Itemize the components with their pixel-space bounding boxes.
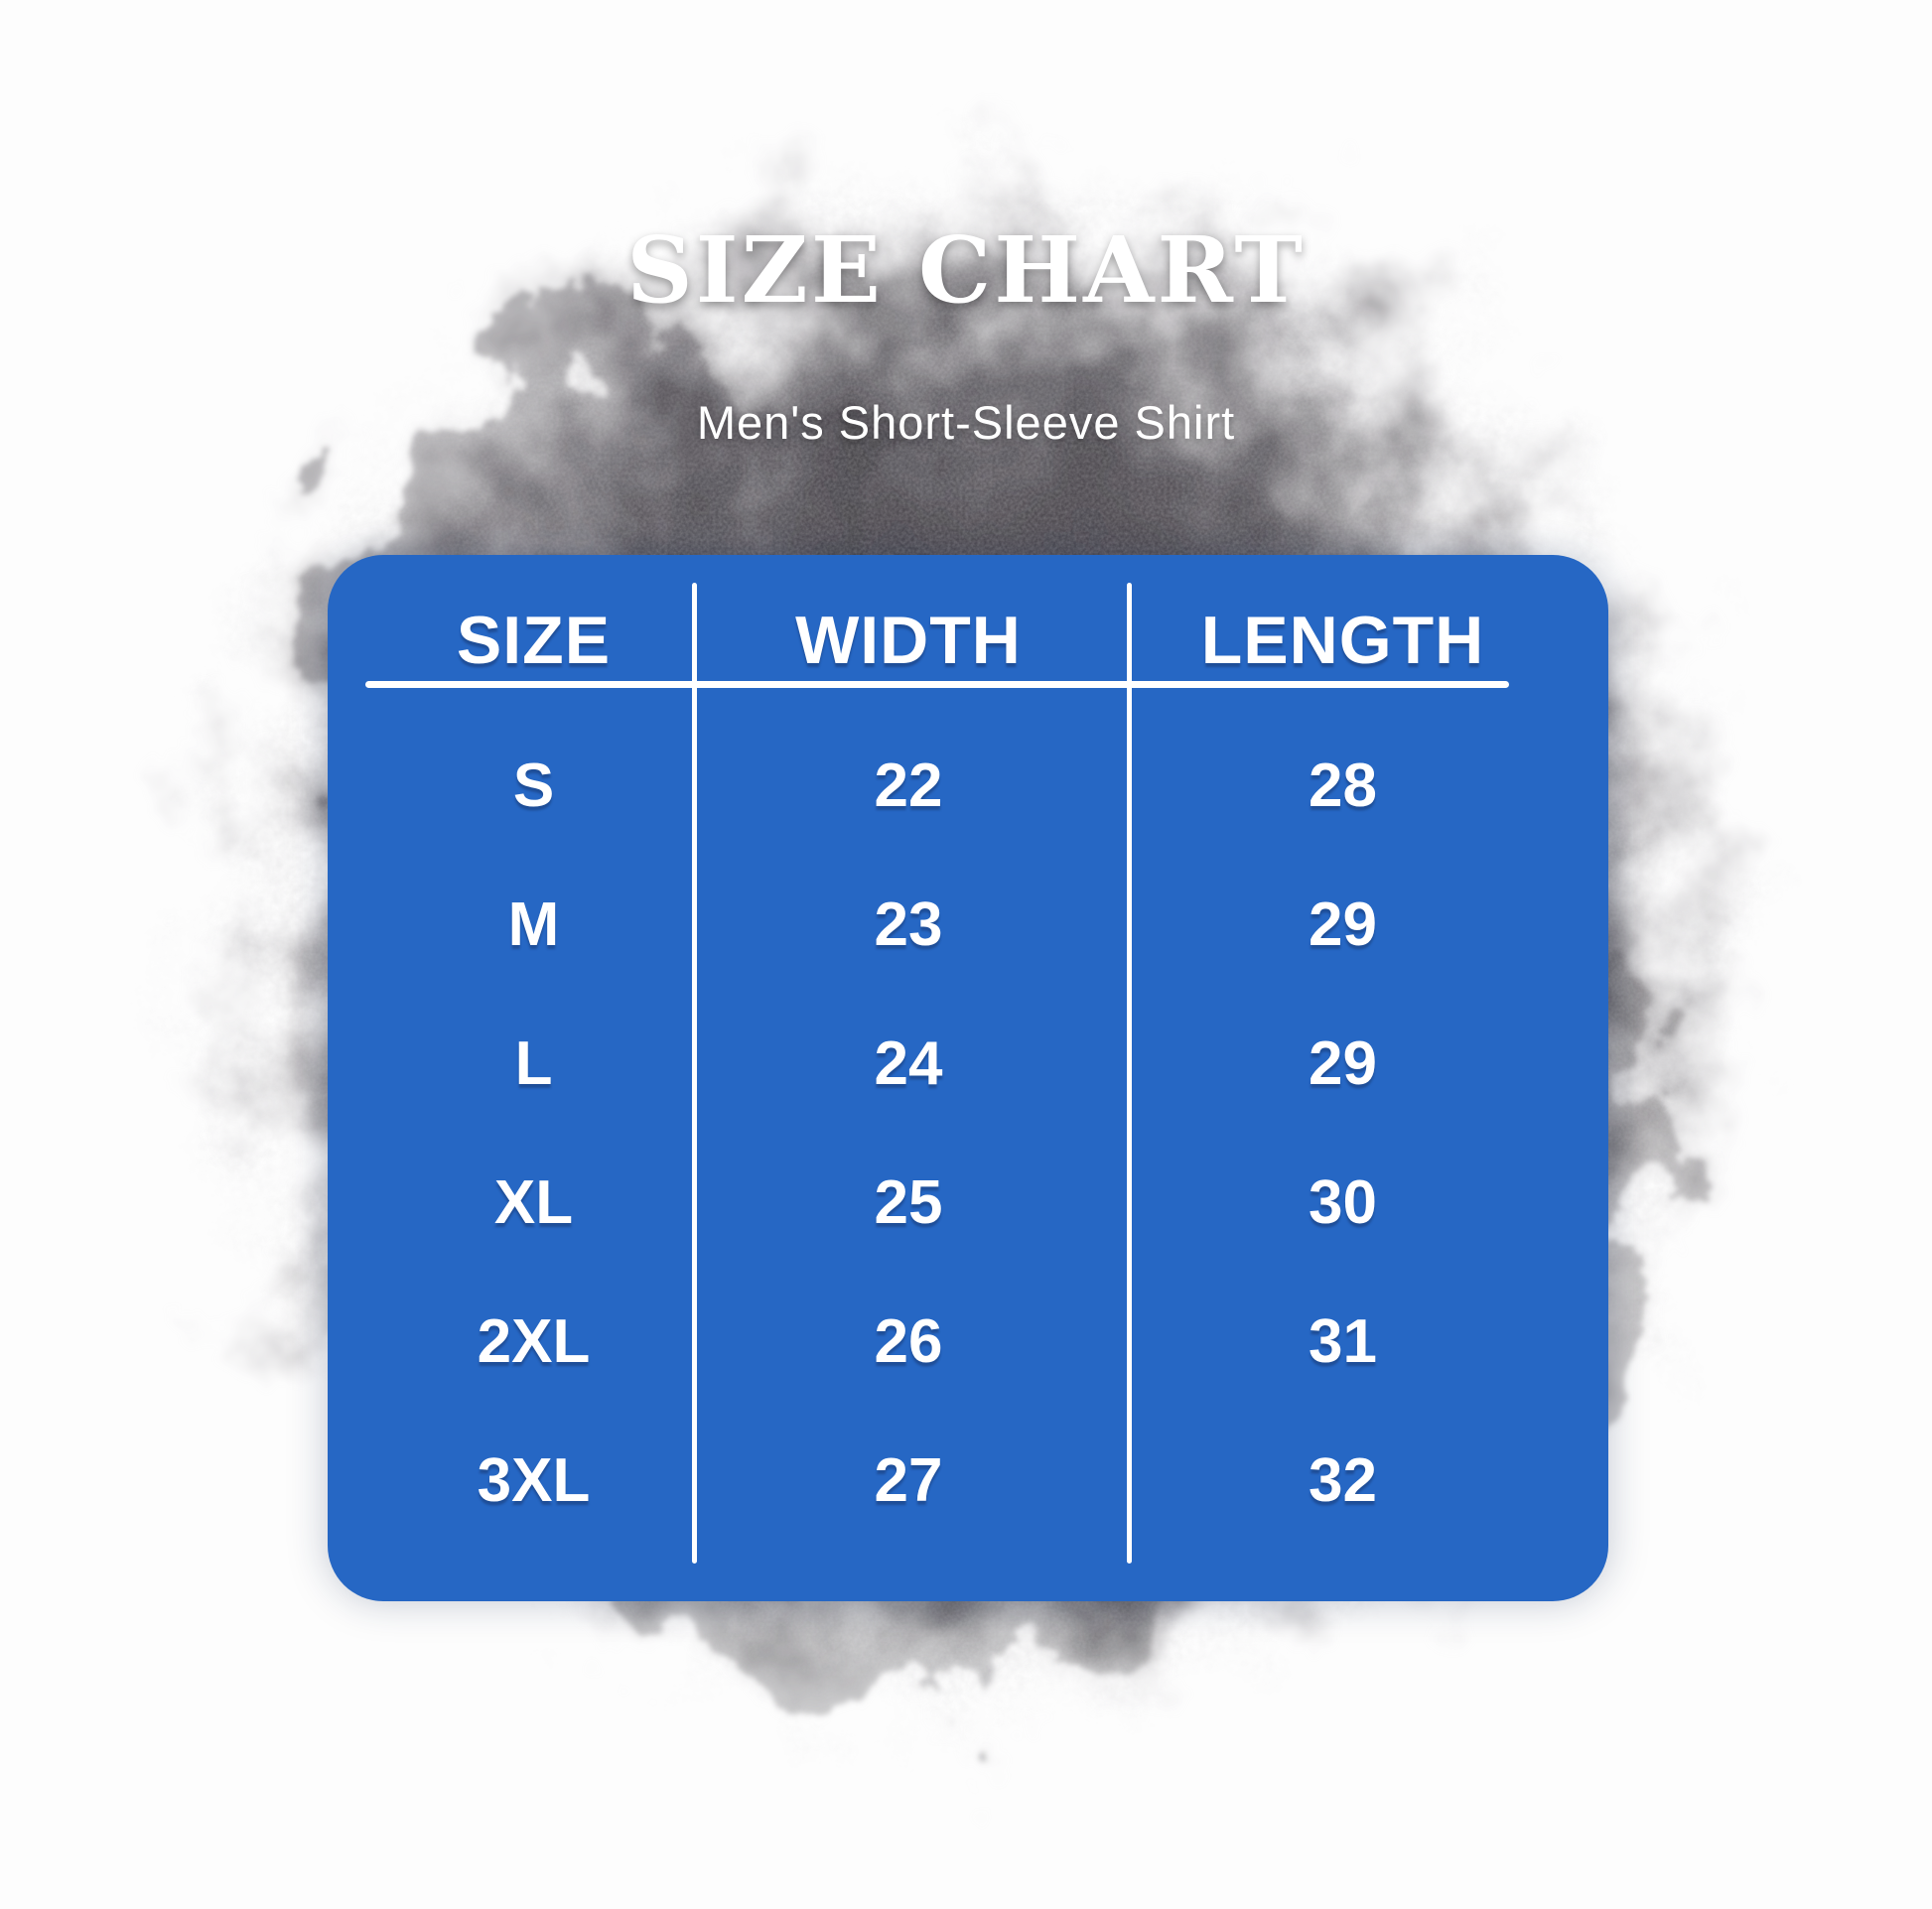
- size-cell: L: [514, 1028, 553, 1098]
- column-divider: [1127, 583, 1132, 1564]
- table-header-row: SIZE WIDTH LENGTH: [328, 555, 1608, 688]
- length-cell: 31: [1309, 1306, 1377, 1376]
- length-cell: 32: [1309, 1445, 1377, 1515]
- column-header-width: WIDTH: [795, 603, 1022, 678]
- table-body: S 22 28 M 23 29 L 24 29 XL 25 30: [328, 716, 1608, 1550]
- width-cell: 25: [874, 1167, 943, 1237]
- size-cell: M: [507, 889, 560, 959]
- table-row: 2XL 26 31: [328, 1272, 1608, 1411]
- size-table-panel: SIZE WIDTH LENGTH S 22 28 M 23 29: [328, 555, 1608, 1601]
- length-cell: 30: [1309, 1167, 1377, 1237]
- size-cell: S: [512, 750, 555, 820]
- width-cell: 26: [874, 1306, 943, 1376]
- column-header-length: LENGTH: [1200, 603, 1485, 678]
- header-underline: [365, 681, 1509, 688]
- table-row: L 24 29: [328, 994, 1608, 1133]
- size-cell: 3XL: [477, 1445, 591, 1515]
- length-cell: 28: [1309, 750, 1377, 820]
- table-row: 3XL 27 32: [328, 1411, 1608, 1550]
- column-divider: [692, 583, 697, 1564]
- size-cell: XL: [493, 1167, 574, 1237]
- table-row: M 23 29: [328, 855, 1608, 994]
- length-cell: 29: [1309, 1028, 1377, 1098]
- size-cell: 2XL: [477, 1306, 591, 1376]
- subtitle: Men's Short-Sleeve Shirt: [696, 396, 1236, 449]
- table-row: XL 25 30: [328, 1133, 1608, 1272]
- width-cell: 22: [874, 750, 943, 820]
- width-cell: 24: [874, 1028, 943, 1098]
- width-cell: 23: [874, 889, 943, 959]
- page-title: SIZE CHART: [626, 216, 1306, 324]
- column-header-size: SIZE: [456, 603, 612, 678]
- table-row: S 22 28: [328, 716, 1608, 855]
- width-cell: 27: [874, 1445, 943, 1515]
- length-cell: 29: [1309, 889, 1377, 959]
